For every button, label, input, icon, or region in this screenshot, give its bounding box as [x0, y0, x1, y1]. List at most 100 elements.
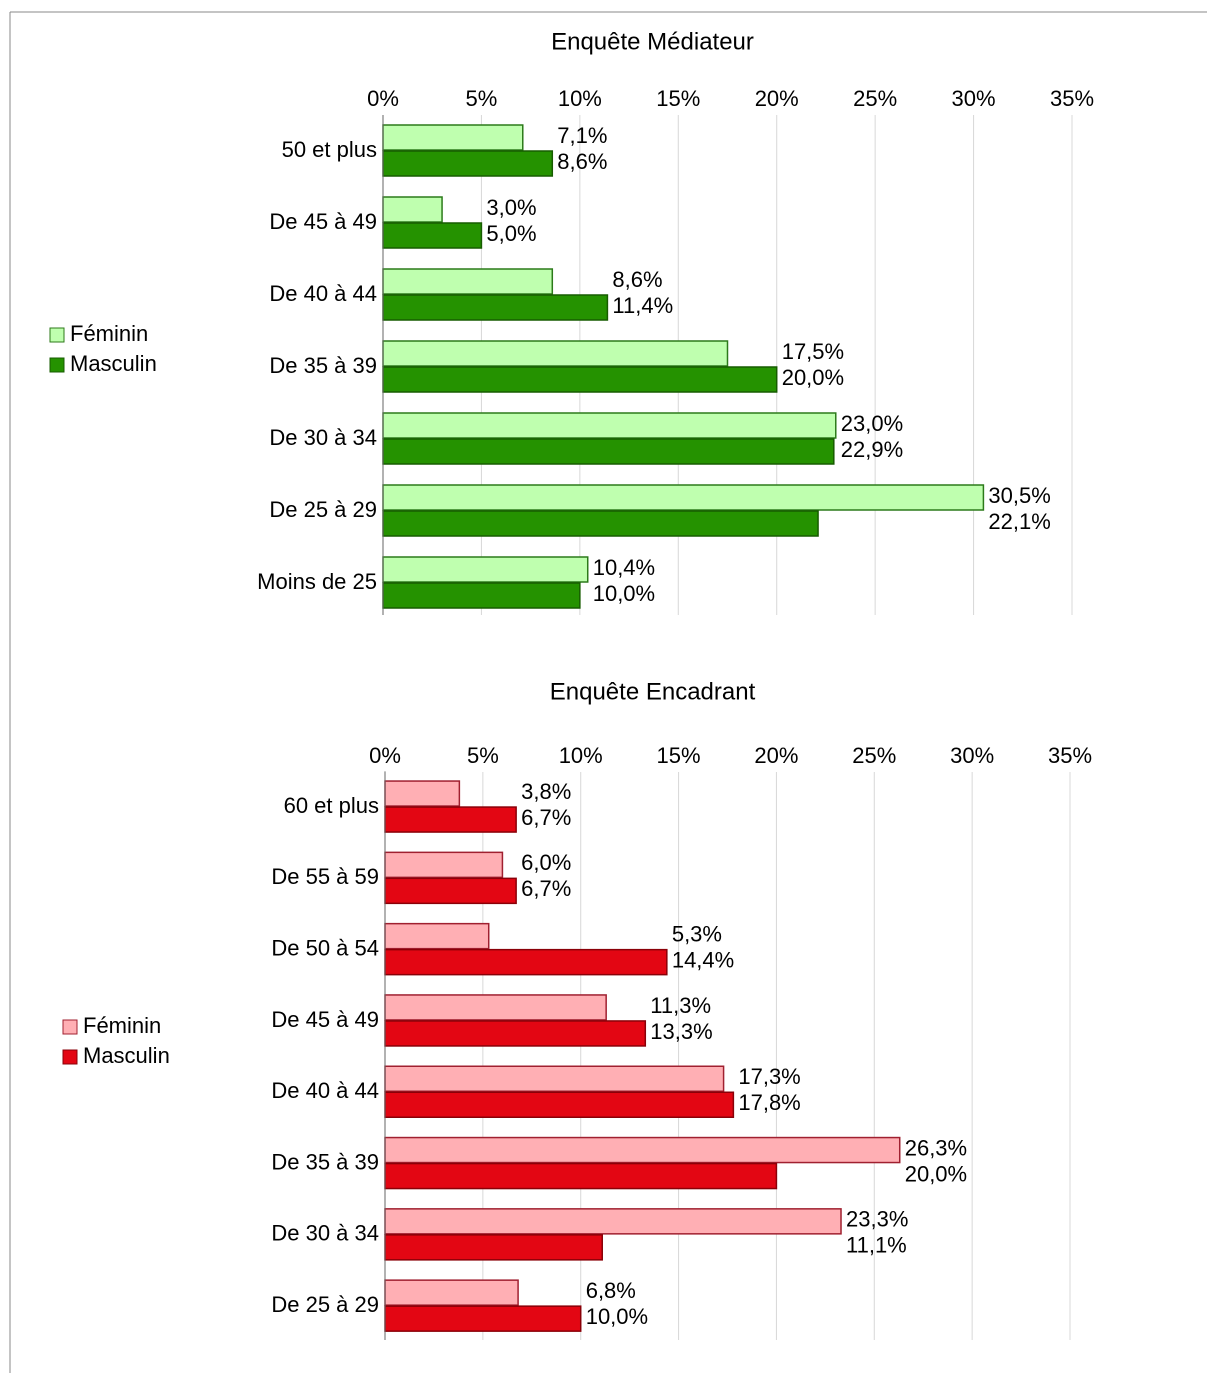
value-label: 5,3% — [672, 921, 722, 946]
value-label: 22,1% — [988, 509, 1050, 534]
x-tick-label: 0% — [369, 743, 401, 768]
bar — [382, 124, 524, 151]
x-tick-label: 5% — [467, 743, 499, 768]
x-tick-label: 30% — [952, 86, 996, 111]
value-label: 3,8% — [521, 779, 571, 804]
bar — [384, 851, 504, 879]
x-tick-label: 20% — [754, 743, 798, 768]
y-tick-label: De 25 à 29 — [269, 497, 377, 522]
y-tick-label: De 45 à 49 — [269, 209, 377, 234]
value-label: 20,0% — [782, 365, 844, 390]
x-tick-label: 10% — [559, 743, 603, 768]
value-label: 14,4% — [672, 947, 734, 972]
bar — [382, 438, 835, 465]
value-label: 30,5% — [988, 483, 1050, 508]
value-label: 8,6% — [612, 267, 662, 292]
bar — [384, 1065, 725, 1092]
value-label: 11,4% — [612, 293, 673, 318]
value-label: 6,0% — [521, 850, 571, 875]
bar — [384, 806, 517, 833]
value-label: 5,0% — [486, 221, 536, 246]
value-label: 10,0% — [586, 1304, 648, 1329]
value-label: 23,3% — [846, 1207, 908, 1232]
value-label: 17,3% — [738, 1064, 800, 1089]
y-tick-label: De 35 à 39 — [269, 353, 377, 378]
x-tick-label: 15% — [657, 743, 701, 768]
legend-label: Masculin — [83, 1043, 170, 1068]
y-tick-label: De 45 à 49 — [271, 1007, 379, 1032]
value-label: 7,1% — [557, 123, 607, 148]
value-label: 6,8% — [586, 1278, 636, 1303]
x-tick-label: 25% — [852, 743, 896, 768]
legend-swatch — [62, 1019, 78, 1035]
bar — [384, 1208, 842, 1235]
legend-swatch — [49, 327, 65, 343]
value-label: 8,6% — [557, 149, 607, 174]
y-tick-label: De 30 à 34 — [271, 1221, 379, 1246]
value-label: 17,5% — [782, 339, 844, 364]
bar — [384, 1136, 901, 1164]
bar — [382, 196, 443, 223]
value-label: 11,3% — [650, 993, 711, 1018]
value-label: 13,3% — [650, 1019, 712, 1044]
y-tick-label: Moins de 25 — [257, 569, 377, 594]
bar — [382, 150, 554, 177]
bar — [384, 780, 461, 807]
value-label: 10,4% — [593, 555, 655, 580]
y-tick-label: De 40 à 44 — [271, 1078, 379, 1103]
bar — [382, 268, 554, 295]
value-label: 26,3% — [905, 1135, 967, 1160]
x-tick-label: 35% — [1048, 743, 1092, 768]
bar — [384, 922, 490, 950]
y-tick-label: 60 et plus — [284, 793, 379, 818]
bar — [382, 556, 589, 583]
bar — [382, 294, 609, 321]
x-tick-label: 20% — [755, 86, 799, 111]
legend-label: Féminin — [83, 1013, 161, 1038]
value-label: 17,8% — [738, 1090, 800, 1115]
chart-title: Enquête Médiateur — [551, 28, 754, 55]
bar — [382, 412, 837, 439]
bar — [384, 948, 668, 976]
legend-swatch — [62, 1049, 78, 1065]
bar — [384, 1305, 582, 1332]
value-label: 11,1% — [846, 1233, 907, 1258]
x-tick-label: 30% — [950, 743, 994, 768]
bar — [382, 510, 819, 537]
y-tick-label: De 35 à 39 — [271, 1149, 379, 1174]
value-label: 20,0% — [905, 1161, 967, 1186]
bar — [382, 582, 581, 609]
x-tick-label: 5% — [466, 86, 498, 111]
x-tick-label: 25% — [853, 86, 897, 111]
bar — [382, 340, 729, 367]
chart-title: Enquête Encadrant — [550, 678, 756, 705]
value-label: 10,0% — [593, 581, 655, 606]
x-tick-label: 0% — [367, 86, 399, 111]
x-tick-label: 10% — [558, 86, 602, 111]
value-label: 6,7% — [521, 876, 571, 901]
value-label: 3,0% — [486, 195, 536, 220]
bar — [384, 1162, 778, 1190]
bar — [384, 877, 517, 905]
legend-label: Féminin — [70, 321, 148, 346]
y-tick-label: De 40 à 44 — [269, 281, 377, 306]
bar — [384, 1020, 647, 1047]
x-tick-label: 15% — [656, 86, 700, 111]
bar — [382, 484, 985, 511]
y-tick-label: De 50 à 54 — [271, 935, 379, 960]
y-tick-label: De 55 à 59 — [271, 864, 379, 889]
y-tick-label: De 30 à 34 — [269, 425, 377, 450]
bar — [384, 1279, 519, 1306]
value-label: 23,0% — [841, 411, 903, 436]
legend-swatch — [49, 357, 65, 373]
bar — [384, 1091, 735, 1118]
bar — [384, 994, 607, 1021]
bar — [384, 1234, 603, 1261]
value-label: 22,9% — [841, 437, 903, 462]
value-label: 6,7% — [521, 805, 571, 830]
bar — [382, 222, 483, 249]
y-tick-label: 50 et plus — [282, 137, 377, 162]
x-tick-label: 35% — [1050, 86, 1094, 111]
bar — [382, 366, 778, 393]
